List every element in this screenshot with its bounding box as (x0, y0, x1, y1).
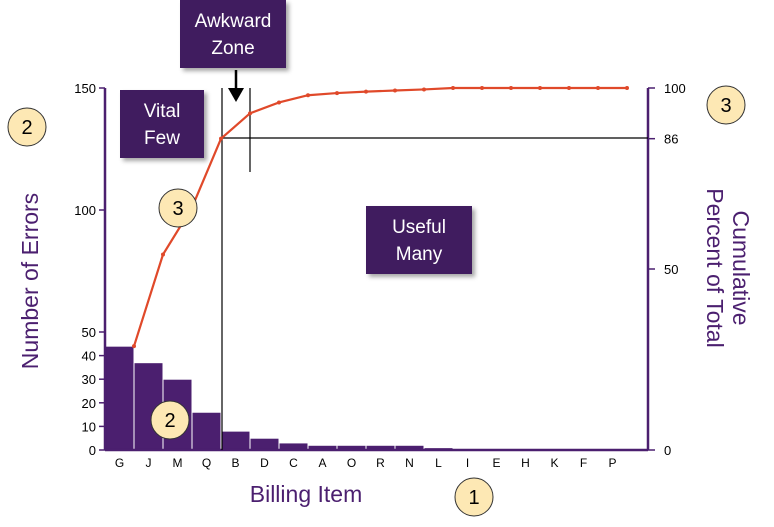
left-tick-100: 100 (74, 203, 96, 218)
cumulative-percent-line (132, 86, 629, 349)
x-tick-A: A (318, 456, 326, 470)
badge-right-axis: 3 (706, 85, 746, 125)
svg-text:1: 1 (468, 487, 479, 509)
x-tick-C: C (289, 456, 298, 470)
x-tick-R: R (376, 456, 385, 470)
svg-text:3: 3 (720, 95, 731, 117)
svg-text:Percent of Total: Percent of Total (702, 188, 728, 347)
bar-G (104, 345, 135, 451)
svg-text:Cumulative: Cumulative (728, 210, 754, 325)
x-tick-F: F (580, 456, 587, 470)
x-tick-L: L (435, 456, 442, 470)
useful-many-box (366, 206, 472, 274)
x-axis-title: Billing Item (250, 481, 362, 507)
x-tick-K: K (550, 456, 558, 470)
badge-left-axis: 2 (7, 107, 47, 147)
x-tick-M: M (173, 456, 183, 470)
left-tick-20: 20 (82, 396, 96, 411)
useful-many-line-2: Many (396, 244, 443, 265)
badge-x-axis: 1 (454, 477, 494, 517)
badge-cumulative-line: 3 (158, 188, 198, 228)
cumulative-point-C (306, 93, 310, 98)
cumulative-point-G (132, 344, 136, 349)
bar-B (220, 430, 251, 451)
left-tick-0: 0 (89, 443, 96, 458)
x-tick-E: E (492, 456, 500, 470)
right-tick-100: 100 (664, 81, 686, 96)
x-tick-B: B (231, 456, 239, 470)
x-tick-Q: Q (202, 456, 211, 470)
cumulative-point-A (335, 91, 339, 96)
cumulative-point-L (451, 86, 455, 90)
awkward-zone-box (180, 0, 286, 68)
useful-many-line-1: Useful (392, 217, 446, 238)
left-axis-ticks: 0 10 20 30 40 50 100 150 (74, 81, 105, 458)
bar-Q (191, 411, 222, 451)
x-tick-I: I (466, 456, 469, 470)
svg-text:2: 2 (21, 117, 32, 139)
cumulative-point-H (538, 86, 542, 90)
awkward-zone-line-2: Zone (211, 38, 254, 59)
cumulative-point-O (364, 89, 368, 94)
awkward-zone-arrow (228, 70, 244, 102)
right-axis-ticks: 0 50 86 100 (648, 81, 686, 458)
x-tick-O: O (347, 456, 356, 470)
left-tick-40: 40 (82, 349, 96, 364)
cumulative-point-K (567, 86, 571, 90)
cumulative-point-P (625, 86, 629, 90)
svg-text:2: 2 (164, 410, 175, 432)
cumulative-point-B (248, 111, 252, 116)
right-tick-50: 50 (664, 262, 678, 277)
vital-few-line-1: Vital (144, 101, 181, 122)
right-tick-0: 0 (664, 443, 671, 458)
x-tick-J: J (146, 456, 152, 470)
x-tick-N: N (405, 456, 414, 470)
cumulative-point-F (596, 86, 600, 90)
badge-bars: 2 (150, 400, 190, 440)
cumulative-point-N (422, 87, 426, 92)
x-tick-P: P (608, 456, 616, 470)
left-axis-title: Number of Errors (17, 193, 43, 369)
cumulative-point-I (480, 86, 484, 90)
vital-few-box (120, 90, 204, 158)
right-axis-title: Cumulative Percent of Total (702, 188, 754, 347)
left-tick-50: 50 (82, 325, 96, 340)
left-tick-150: 150 (74, 81, 96, 96)
left-tick-10: 10 (82, 419, 96, 434)
cumulative-point-E (509, 86, 513, 90)
cumulative-point-R (393, 88, 397, 93)
awkward-zone-line-1: Awkward (195, 11, 272, 32)
bar-D (249, 437, 280, 451)
cumulative-point-J (161, 252, 165, 257)
cumulative-polyline (132, 86, 627, 347)
vital-few-line-2: Few (144, 128, 180, 149)
cumulative-point-Q (219, 136, 223, 141)
cumulative-point-D (277, 100, 281, 105)
left-tick-30: 30 (82, 372, 96, 387)
svg-text:3: 3 (172, 198, 183, 220)
right-tick-86: 86 (664, 132, 678, 147)
x-tick-G: G (115, 456, 124, 470)
x-tick-D: D (260, 456, 269, 470)
x-tick-H: H (521, 456, 530, 470)
